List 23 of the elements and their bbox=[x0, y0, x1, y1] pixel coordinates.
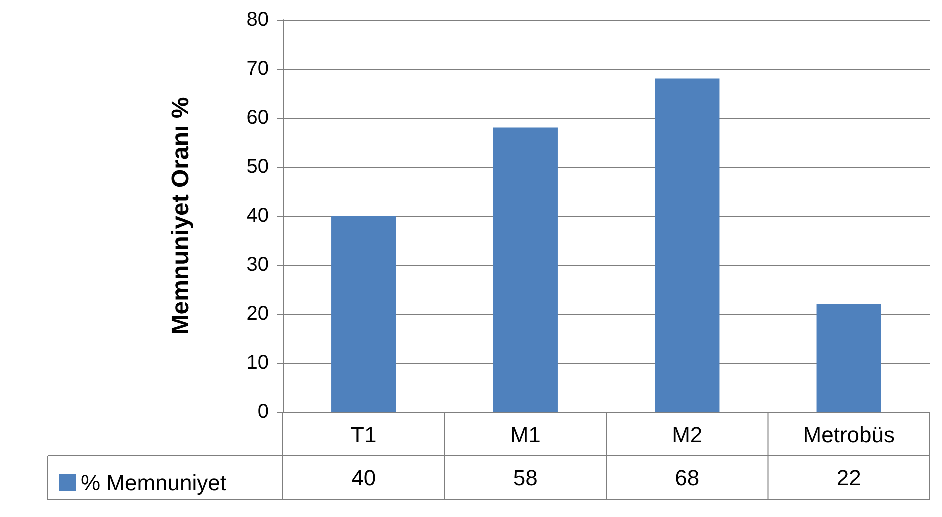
bar bbox=[493, 128, 558, 412]
data-label: 40 bbox=[352, 466, 376, 490]
x-tick-label: T1 bbox=[351, 422, 377, 448]
y-tick-label: 80 bbox=[246, 9, 269, 31]
y-tick-label: 0 bbox=[258, 401, 269, 423]
data-label: 68 bbox=[675, 466, 700, 490]
x-tick-label: Metrobüs bbox=[803, 422, 895, 448]
y-tick-label: 30 bbox=[246, 254, 269, 276]
y-tick-label: 60 bbox=[246, 107, 269, 129]
data-label: 58 bbox=[513, 466, 538, 490]
x-tick-label: M1 bbox=[510, 422, 541, 448]
y-axis-title: Memnuniyet Oranı % bbox=[168, 97, 194, 335]
y-tick-label: 70 bbox=[246, 58, 269, 80]
y-tick-label: 50 bbox=[246, 156, 269, 178]
bar bbox=[655, 78, 720, 412]
bar bbox=[816, 304, 882, 412]
data-label: 22 bbox=[836, 466, 862, 490]
x-tick-label: M2 bbox=[672, 422, 703, 448]
legend-label: % Memnuniyet bbox=[81, 470, 227, 496]
y-tick-label: 10 bbox=[246, 352, 269, 374]
y-tick-label: 20 bbox=[246, 303, 269, 325]
bar bbox=[332, 216, 396, 412]
y-tick-label: 40 bbox=[246, 205, 269, 227]
